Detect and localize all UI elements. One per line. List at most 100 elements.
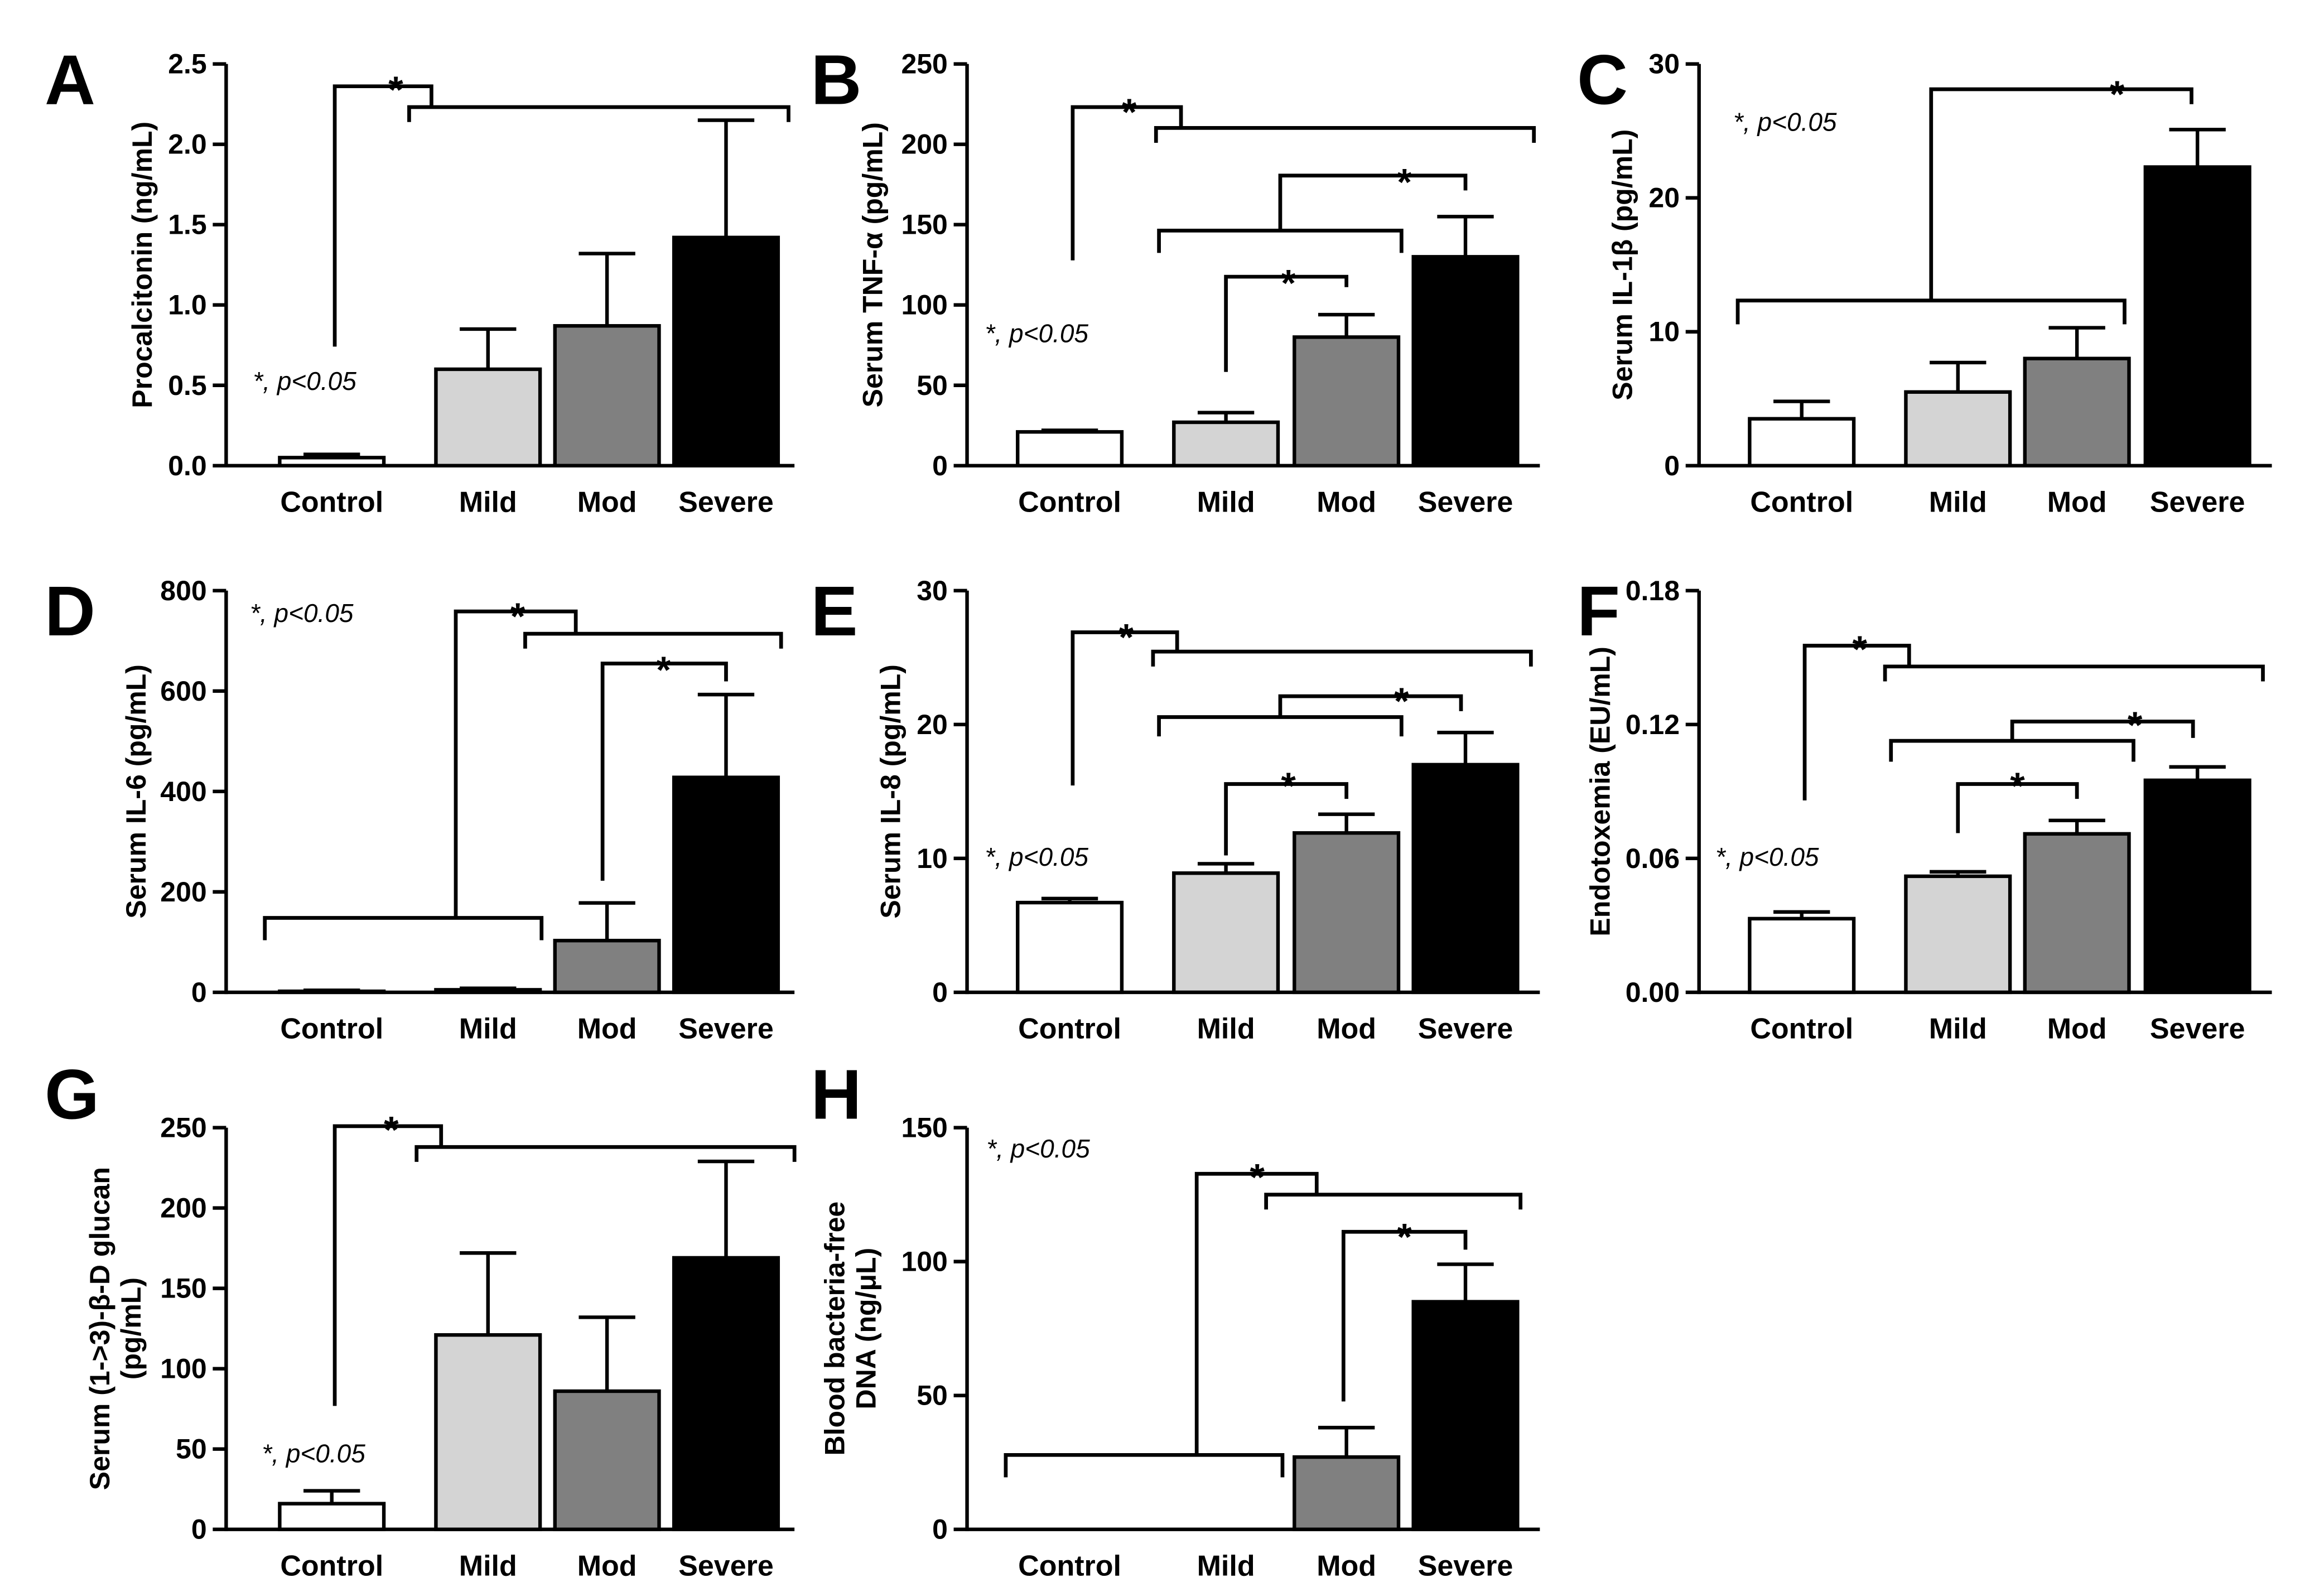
- y-tick-label: 0: [932, 977, 948, 1008]
- significance-note: *, p<0.05: [1715, 842, 1819, 871]
- y-axis-label: Blood bacteria-free: [819, 1202, 850, 1456]
- bar-severe: [672, 235, 780, 467]
- panel-letter: B: [811, 41, 862, 119]
- category-label: Severe: [1418, 486, 1513, 518]
- significance-bracket: [1004, 1453, 1285, 1478]
- significance-star: *: [1397, 161, 1412, 203]
- y-tick-label: 150: [901, 1112, 947, 1144]
- y-tick-label: 1.5: [168, 209, 207, 240]
- y-tick-label: 0.12: [1626, 709, 1680, 740]
- significance-bracket: [1956, 782, 2079, 833]
- y-tick-label: 50: [917, 370, 948, 401]
- significance-bracket: [407, 105, 790, 122]
- bar-mod: [553, 1389, 661, 1531]
- significance-star: *: [1281, 765, 1296, 807]
- category-label: Mod: [1317, 486, 1376, 518]
- y-tick-label: 150: [901, 209, 947, 240]
- significance-star: *: [656, 649, 671, 691]
- bar-mild: [1172, 871, 1280, 995]
- bar-mod: [1293, 335, 1401, 467]
- significance-bracket: [1157, 229, 1404, 253]
- category-label: Mod: [2047, 486, 2107, 518]
- y-tick-label: 0.5: [168, 370, 207, 401]
- bar-mild: [434, 988, 542, 995]
- category-label: Mod: [1317, 1550, 1376, 1582]
- significance-bracket: [454, 609, 578, 918]
- significance-bracket: [1224, 274, 1348, 372]
- significance-bracket: [332, 84, 433, 347]
- bar-mod: [2023, 356, 2131, 467]
- panel-f: F 0.00 0.06 0.12 0.18 Endotoxemia (EU/mL) Cont…: [1577, 572, 2272, 1045]
- significance-note: *, p<0.05: [253, 366, 356, 395]
- category-label: Severe: [678, 486, 774, 518]
- category-label: Severe: [678, 1013, 774, 1045]
- category-label: Mod: [1317, 1013, 1376, 1045]
- bar-mod: [553, 938, 661, 995]
- y-axis-label: Serum TNF-α (pg/mL): [857, 122, 888, 407]
- y-tick-label: 0: [191, 1514, 207, 1545]
- bar-mild: [1904, 874, 2012, 995]
- bar-severe: [1411, 763, 1520, 995]
- significance-star: *: [1119, 616, 1134, 658]
- y-tick-label: 250: [160, 1112, 206, 1144]
- y-tick-label: 0.18: [1626, 575, 1680, 606]
- significance-bracket: [414, 1145, 797, 1162]
- bar-control: [1748, 417, 1856, 467]
- y-axis-label: Endotoxemia (EU/mL): [1585, 647, 1616, 936]
- significance-bracket: [1929, 87, 2193, 301]
- category-label: Mild: [1197, 1550, 1255, 1582]
- bar-control: [278, 1502, 386, 1531]
- significance-star: *: [1853, 628, 1868, 671]
- category-label: Mild: [459, 1550, 517, 1582]
- y-tick-label: 2.0: [168, 129, 207, 160]
- y-tick-label: 0: [1664, 450, 1680, 481]
- category-label: Control: [280, 1013, 383, 1045]
- y-tick-label: 30: [1648, 49, 1680, 80]
- significance-bracket: [1278, 694, 1463, 717]
- significance-bracket: [1883, 664, 2265, 682]
- significance-bracket: [2010, 720, 2195, 741]
- significance-note: *, p<0.05: [262, 1439, 365, 1468]
- y-tick-label: 400: [160, 776, 206, 807]
- category-label: Mild: [1929, 486, 1987, 518]
- y-tick-label: 200: [160, 1193, 206, 1224]
- bar-severe: [1411, 255, 1520, 467]
- y-axis-label: Serum IL-8 (pg/mL): [875, 664, 906, 919]
- panel-c: C 0 10 20 30 Serum IL-1β (pg/mL) Control Mild Mo…: [1577, 41, 2272, 518]
- y-tick-label: 0: [191, 977, 207, 1008]
- bar-control: [1016, 430, 1124, 467]
- significance-bracket: [1157, 715, 1404, 737]
- panel-letter: G: [45, 1055, 99, 1134]
- significance-bracket: [1341, 1229, 1468, 1402]
- significance-note: *, p<0.05: [985, 842, 1089, 871]
- significance-bracket: [1278, 173, 1468, 231]
- y-tick-label: 10: [1648, 316, 1680, 348]
- y-axis-label: Serum IL-1β (pg/mL): [1607, 129, 1638, 401]
- category-label: Control: [1018, 1013, 1121, 1045]
- significance-star: *: [384, 1108, 399, 1151]
- significance-star: *: [1394, 680, 1409, 722]
- significance-bracket: [263, 916, 544, 940]
- significance-bracket: [1802, 644, 1911, 800]
- bar-mod: [1293, 1455, 1401, 1531]
- category-label: Severe: [1418, 1013, 1513, 1045]
- y-axis-label: Serum (1->3)-β-D glucan: [84, 1167, 115, 1490]
- bar-mod: [553, 324, 661, 467]
- y-tick-label: 50: [176, 1434, 207, 1465]
- y-tick-label: 1.0: [168, 290, 207, 321]
- significance-bracket: [600, 662, 728, 881]
- y-tick-label: 0.06: [1626, 843, 1680, 874]
- bar-severe: [1411, 1300, 1520, 1531]
- significance-bracket: [1154, 126, 1536, 143]
- significance-star: *: [1250, 1156, 1265, 1199]
- bar-severe: [672, 775, 780, 995]
- significance-note: *, p<0.05: [1733, 108, 1837, 137]
- y-tick-label: 100: [901, 290, 947, 321]
- panel-letter: H: [811, 1055, 862, 1134]
- bar-mild: [1172, 420, 1280, 467]
- panel-g: G 0 50 100 150 200 250 Serum (1->3)-β-D glucan(…: [45, 1055, 797, 1582]
- panel-a: A 0.0 0.5 1.0 1.5 2.0 2.5 Procalcitonin (ng/mL)…: [45, 41, 795, 518]
- significance-bracket: [1224, 782, 1348, 856]
- panel-letter: A: [45, 41, 95, 119]
- significance-bracket: [1889, 739, 2135, 762]
